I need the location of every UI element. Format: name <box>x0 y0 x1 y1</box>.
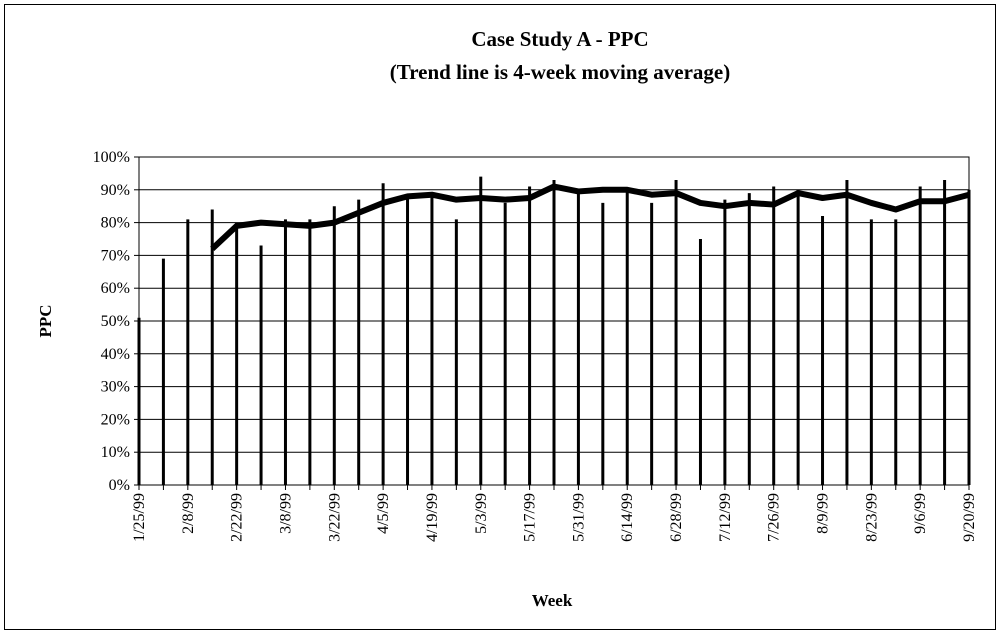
y-tick-label: 30% <box>101 379 130 396</box>
x-tick-label: 9/6/99 <box>912 493 929 534</box>
x-tick-label: 8/9/99 <box>815 493 832 534</box>
y-tick-label: 100% <box>93 149 130 166</box>
x-tick-label: 2/22/99 <box>229 493 246 542</box>
y-tick-label: 80% <box>101 215 130 232</box>
x-tick-label: 4/5/99 <box>375 493 392 534</box>
trend-line <box>210 183 970 252</box>
x-axis-title: Week <box>532 591 573 610</box>
y-axis-title: PPC <box>36 304 55 337</box>
y-tick-label: 70% <box>101 247 130 264</box>
y-tick-label: 40% <box>101 346 130 363</box>
x-tick-label: 9/20/99 <box>961 493 978 542</box>
x-tick-label: 4/19/99 <box>424 493 441 542</box>
chart-title: Case Study A - PPC <box>471 27 648 51</box>
y-tick-label: 60% <box>101 280 130 297</box>
y-tick-label: 10% <box>101 444 130 461</box>
x-tick-label: 8/23/99 <box>863 493 880 542</box>
x-tick-label: 1/25/99 <box>131 493 148 542</box>
x-tick-label: 7/12/99 <box>717 493 734 542</box>
x-tick-label: 3/22/99 <box>326 493 343 542</box>
x-tick-label: 6/14/99 <box>619 493 636 542</box>
x-tick-label: 5/17/99 <box>522 493 539 542</box>
x-tick-label: 7/26/99 <box>766 493 783 542</box>
y-tick-label: 50% <box>101 313 130 330</box>
chart-subtitle: (Trend line is 4-week moving average) <box>390 60 730 84</box>
x-tick-label: 2/8/99 <box>180 493 197 534</box>
x-tick-label: 5/3/99 <box>473 493 490 534</box>
y-tick-label: 0% <box>109 477 130 494</box>
y-tick-label: 20% <box>101 411 130 428</box>
y-tick-label: 90% <box>101 182 130 199</box>
x-tick-label: 6/28/99 <box>668 493 685 542</box>
x-tick-label: 3/8/99 <box>277 493 294 534</box>
x-tick-label: 5/31/99 <box>570 493 587 542</box>
